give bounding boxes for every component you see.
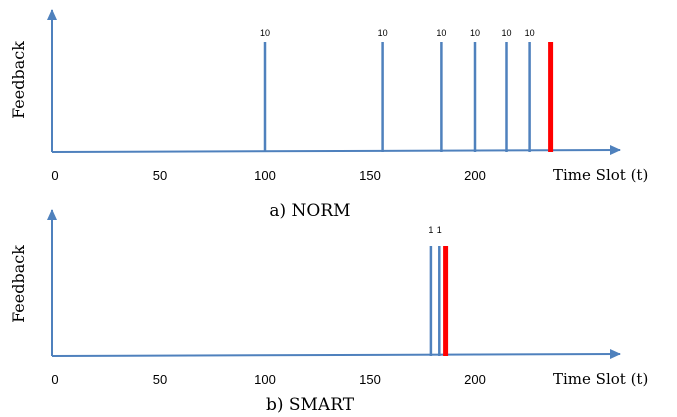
- x-axis-label: Time Slot (t): [553, 166, 648, 184]
- y-axis-label: Feedback: [9, 245, 28, 323]
- feedback-bar-label: 1: [437, 225, 442, 235]
- feedback-bar-label: 10: [260, 28, 270, 38]
- x-tick-label: 200: [464, 372, 486, 387]
- panel-caption: a) NORM: [269, 201, 350, 221]
- smart-chart-panel: Feedback 0 50 100 150 200 Time Slot (t) 1 1 b) SM…: [9, 209, 648, 415]
- x-tick-label: 200: [464, 168, 486, 183]
- x-axis: [51, 349, 621, 360]
- feedback-bar-label: 10: [525, 28, 535, 38]
- x-tick-label: 100: [254, 372, 276, 387]
- feedback-bar-label: 1: [428, 225, 433, 235]
- feedback-bar-label: 10: [378, 28, 388, 38]
- x-tick-label: 150: [359, 168, 381, 183]
- feedback-bar-label: 10: [436, 28, 446, 38]
- x-tick-label: 0: [51, 372, 58, 387]
- x-tick-label: 100: [254, 168, 276, 183]
- x-tick-label: 150: [359, 372, 381, 387]
- y-axis-label: Feedback: [9, 41, 28, 119]
- x-tick-label: 50: [153, 168, 167, 183]
- x-axis-label: Time Slot (t): [553, 370, 648, 388]
- feedback-bar-label: 10: [501, 28, 511, 38]
- x-tick-label: 0: [51, 168, 58, 183]
- feedback-bar-label: 10: [470, 28, 480, 38]
- x-tick-label: 50: [153, 372, 167, 387]
- norm-chart-panel: Feedback 0 50 100 150 200 Time Slot (t) 10 10 10 1…: [9, 9, 648, 221]
- x-axis: [51, 145, 621, 156]
- panel-caption: b) SMART: [266, 395, 355, 415]
